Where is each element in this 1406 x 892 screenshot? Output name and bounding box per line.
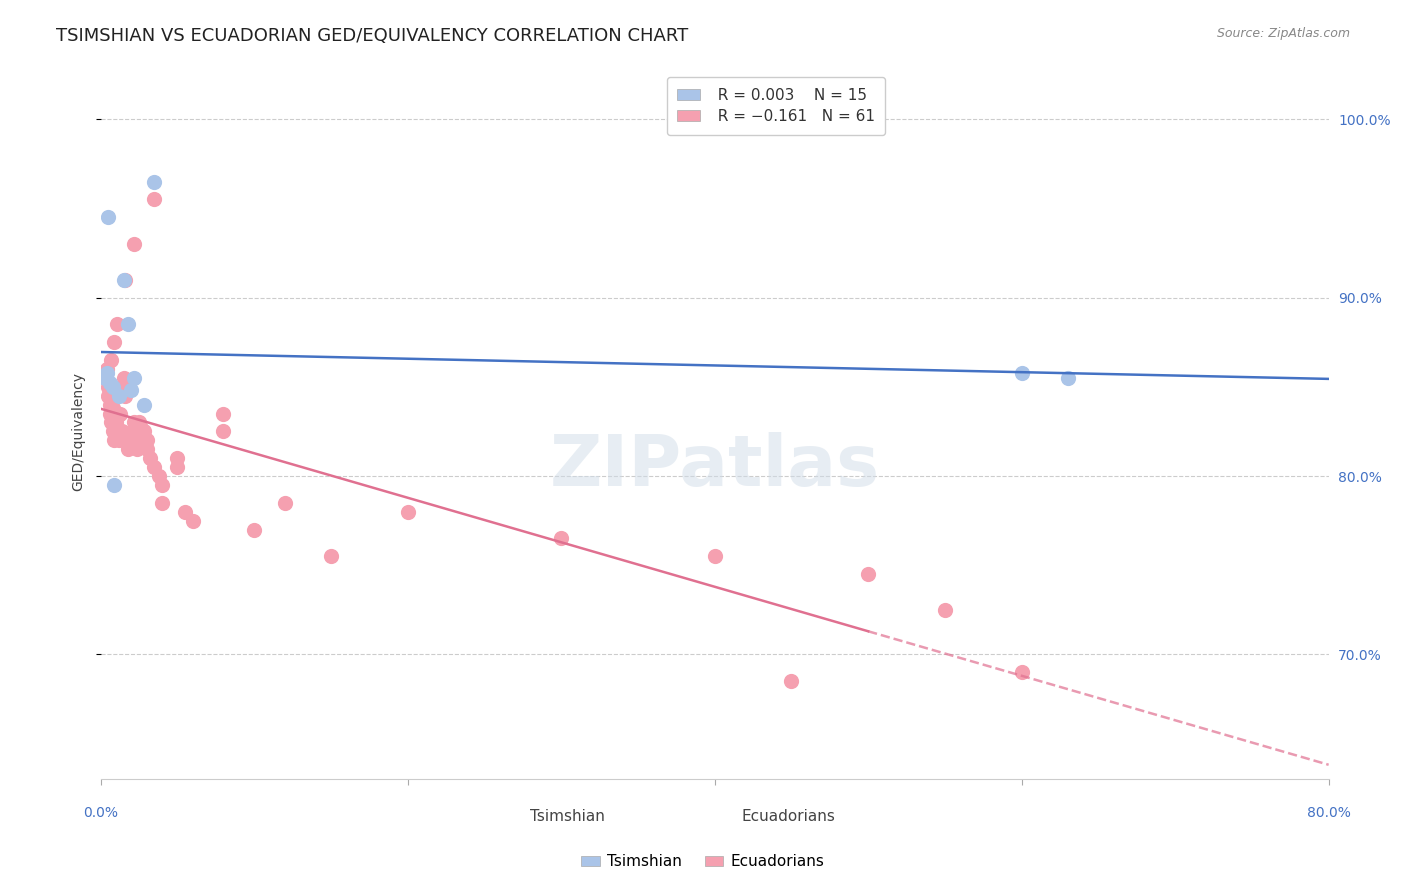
Text: 80.0%: 80.0% — [1306, 806, 1351, 820]
Point — [1056, 371, 1078, 385]
Point — [132, 425, 155, 439]
Point — [1011, 665, 1033, 680]
Point — [94, 371, 117, 385]
Point — [319, 549, 342, 564]
Point — [166, 451, 188, 466]
Point — [120, 384, 142, 398]
Point — [107, 425, 129, 439]
Point — [98, 376, 121, 391]
Point — [112, 380, 135, 394]
Point — [143, 175, 166, 189]
Point — [124, 416, 146, 430]
Point — [111, 425, 134, 439]
Point — [396, 505, 419, 519]
Text: Source: ZipAtlas.com: Source: ZipAtlas.com — [1216, 27, 1350, 40]
Text: 0.0%: 0.0% — [83, 806, 118, 820]
Text: Ecuadorians: Ecuadorians — [741, 809, 835, 824]
Point — [103, 407, 125, 421]
Point — [148, 469, 170, 483]
Point — [274, 496, 297, 510]
Point — [212, 407, 235, 421]
Point — [115, 434, 138, 448]
Point — [104, 419, 127, 434]
Point — [107, 318, 129, 332]
Text: Tsimshian: Tsimshian — [530, 809, 605, 824]
Point — [125, 434, 148, 448]
Point — [128, 416, 150, 430]
Legend:   R = 0.003    N = 15,   R = −0.161   N = 61: R = 0.003 N = 15, R = −0.161 N = 61 — [666, 78, 886, 135]
Point — [103, 335, 125, 350]
Point — [703, 549, 725, 564]
Point — [128, 434, 150, 448]
Text: ZIPatlas: ZIPatlas — [550, 432, 880, 500]
Point — [108, 389, 131, 403]
Point — [112, 371, 135, 385]
Point — [96, 366, 118, 380]
Point — [550, 532, 572, 546]
Point — [103, 478, 125, 492]
Point — [114, 273, 136, 287]
Point — [143, 193, 166, 207]
Point — [124, 237, 146, 252]
Point — [94, 371, 117, 385]
Point — [110, 407, 132, 421]
Point — [101, 401, 124, 416]
Point — [97, 380, 120, 394]
Point — [101, 425, 124, 439]
Point — [150, 478, 173, 492]
Point — [120, 434, 142, 448]
Point — [1011, 366, 1033, 380]
Point — [114, 389, 136, 403]
Y-axis label: GED/Equivalency: GED/Equivalency — [72, 372, 86, 491]
Point — [108, 434, 131, 448]
Point — [780, 674, 803, 689]
Point — [100, 353, 122, 368]
Point — [103, 434, 125, 448]
Point — [143, 460, 166, 475]
Point — [97, 211, 120, 225]
Point — [127, 442, 149, 457]
Point — [166, 460, 188, 475]
Point — [117, 318, 139, 332]
Point — [934, 603, 956, 617]
Point — [138, 451, 160, 466]
Point — [100, 394, 122, 409]
Point — [121, 425, 143, 439]
Point — [104, 416, 127, 430]
Point — [112, 273, 135, 287]
Point — [98, 407, 121, 421]
Point — [97, 389, 120, 403]
Point — [135, 434, 157, 448]
Point — [243, 523, 266, 537]
Point — [181, 514, 204, 528]
Point — [135, 442, 157, 457]
Text: TSIMSHIAN VS ECUADORIAN GED/EQUIVALENCY CORRELATION CHART: TSIMSHIAN VS ECUADORIAN GED/EQUIVALENCY … — [56, 27, 689, 45]
Point — [101, 380, 124, 394]
Point — [212, 425, 235, 439]
Point — [117, 442, 139, 457]
Point — [132, 398, 155, 412]
Point — [100, 416, 122, 430]
Point — [98, 398, 121, 412]
Point — [129, 419, 152, 434]
Point — [124, 371, 146, 385]
Legend: Tsimshian, Ecuadorians: Tsimshian, Ecuadorians — [575, 848, 831, 875]
Point — [174, 505, 197, 519]
Point — [856, 567, 879, 582]
Point — [96, 362, 118, 376]
Point — [150, 496, 173, 510]
